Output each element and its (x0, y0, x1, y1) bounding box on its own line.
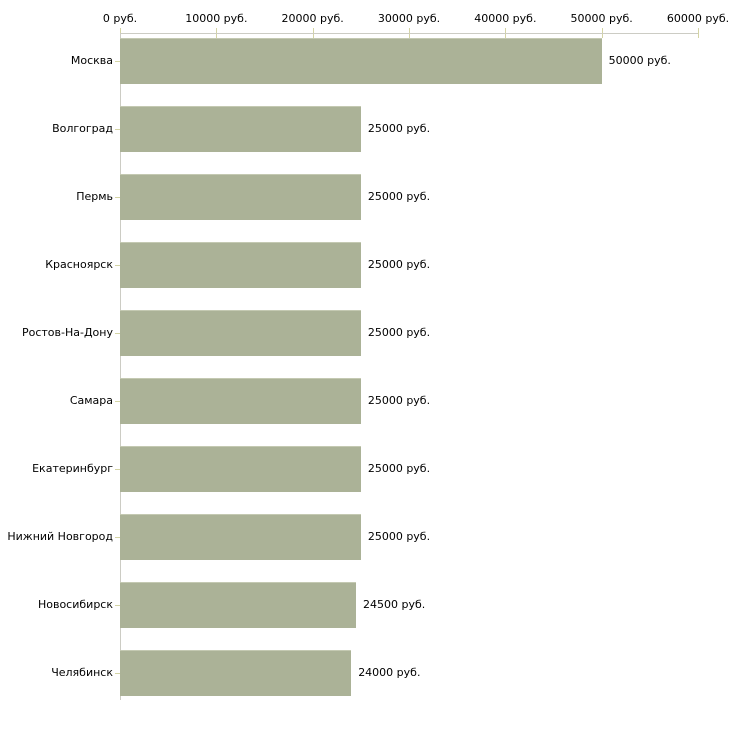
bar-Волгоград (120, 106, 361, 152)
bar-Москва (120, 38, 602, 84)
bar-Нижний Новгород (120, 514, 361, 560)
bar-Ростов-На-Дону (120, 310, 361, 356)
x-axis-tick-label: 40000 руб. (474, 12, 537, 25)
category-label: Нижний Новгород (7, 530, 113, 543)
x-axis-tick-label: 10000 руб. (185, 12, 248, 25)
category-label: Челябинск (51, 666, 113, 679)
category-label: Новосибирск (37, 598, 113, 611)
bar-Самара (120, 378, 361, 424)
category-label: Ростов-На-Дону (21, 326, 113, 339)
category-tick-mark (115, 673, 120, 674)
x-axis-tick-mark (698, 28, 699, 38)
x-axis-line (120, 33, 698, 34)
category-tick-mark (115, 129, 120, 130)
category-tick-mark (115, 197, 120, 198)
category-tick-mark (115, 401, 120, 402)
value-label: 25000 руб. (367, 122, 431, 135)
value-label: 50000 руб. (608, 54, 671, 67)
category-tick-mark (115, 537, 120, 538)
bar-Челябинск (120, 650, 352, 696)
category-label: Волгоград (52, 122, 113, 135)
value-label: 25000 руб. (367, 258, 431, 271)
category-label: Екатеринбург (32, 462, 113, 475)
value-label: 25000 руб. (367, 326, 431, 339)
value-label: 25000 руб. (367, 190, 431, 203)
category-tick-mark (115, 61, 120, 62)
category-tick-mark (115, 265, 120, 266)
y-axis-line (120, 33, 121, 700)
value-label: 25000 руб. (367, 530, 431, 543)
x-axis-tick-label: 30000 руб. (377, 12, 441, 25)
value-label: 24500 руб. (363, 598, 426, 611)
category-tick-mark (115, 605, 120, 606)
x-axis-tick-label: 20000 руб. (281, 12, 344, 25)
bar-Пермь (120, 174, 361, 220)
category-tick-mark (115, 469, 120, 470)
x-axis-tick-label: 50000 руб. (570, 12, 633, 25)
bar-Новосибирск (120, 582, 357, 628)
category-label: Москва (70, 54, 113, 67)
category-tick-mark (115, 333, 120, 334)
x-axis-tick-label: 60000 руб. (666, 12, 730, 25)
x-axis-tick-label: 0 руб. (102, 12, 138, 25)
category-label: Красноярск (45, 258, 113, 271)
bar-Красноярск (120, 242, 361, 288)
category-label: Пермь (76, 190, 113, 203)
value-label: 24000 руб. (358, 666, 421, 679)
value-label: 25000 руб. (367, 462, 431, 475)
value-label: 25000 руб. (367, 394, 431, 407)
category-label: Самара (69, 394, 113, 407)
bar-Екатеринбург (120, 446, 361, 492)
